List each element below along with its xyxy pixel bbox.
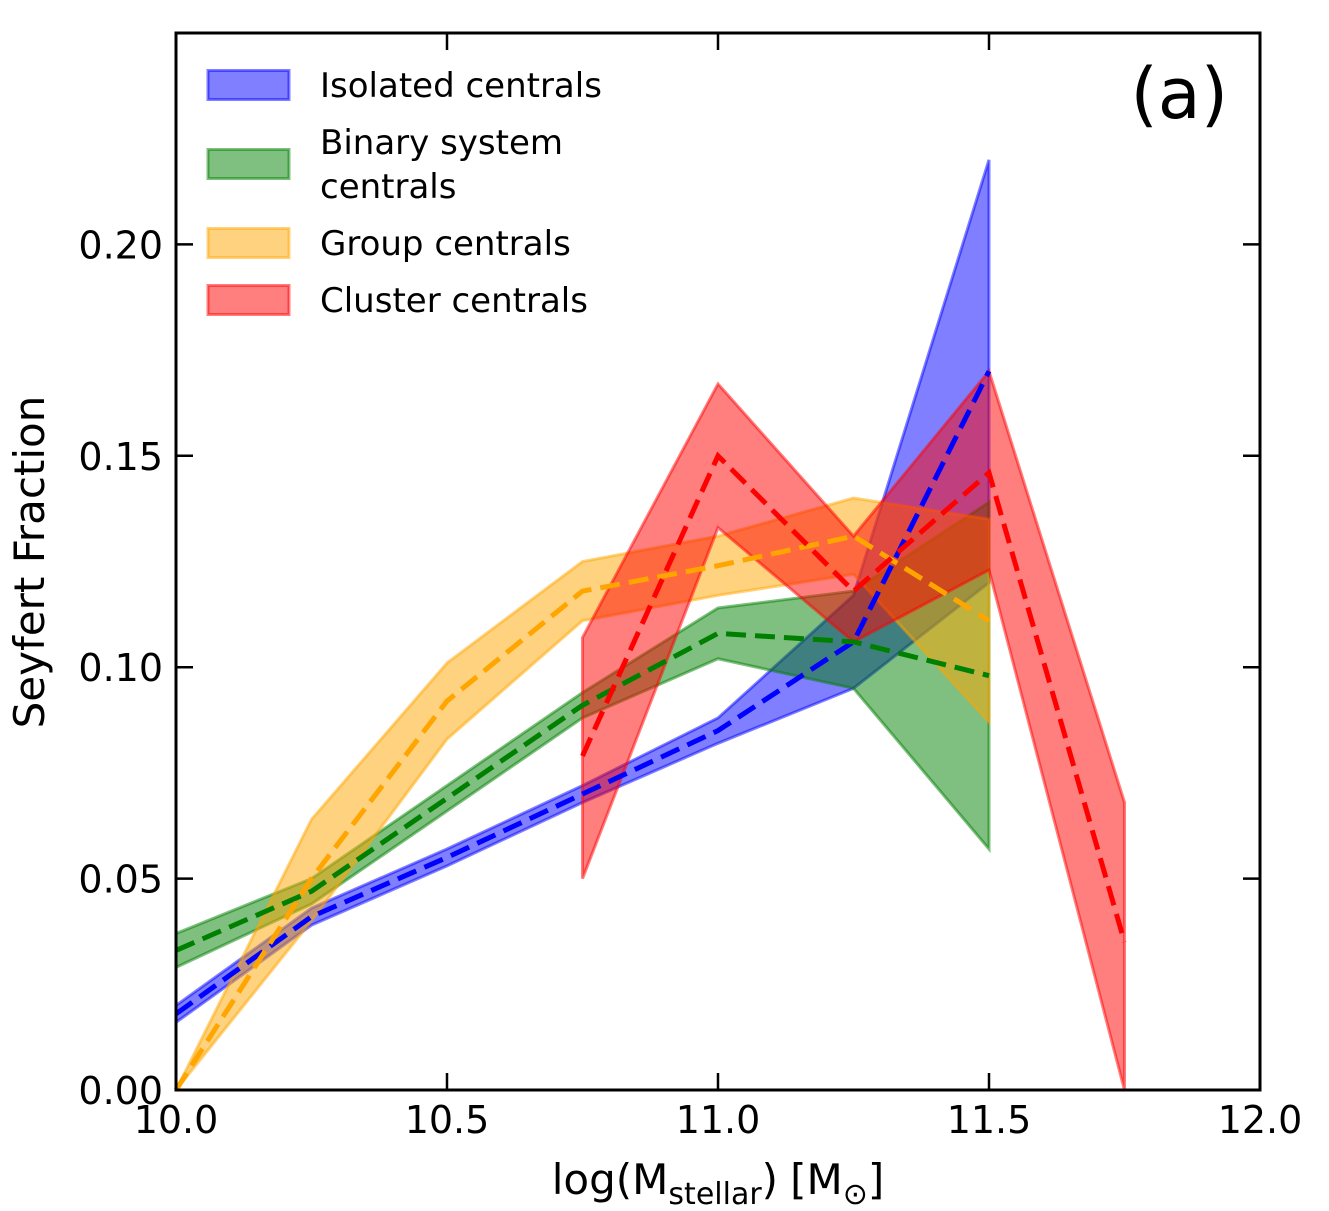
x-axis-label-unit-open: [M bbox=[790, 1155, 843, 1204]
y-tick-label: 0.10 bbox=[78, 646, 163, 690]
legend-swatch-isolated-centrals bbox=[206, 69, 291, 101]
x-axis-label: log(Mstellar) [M⊙] bbox=[552, 1155, 884, 1211]
y-tick-label: 0.20 bbox=[78, 223, 163, 267]
y-tick-label: 0.00 bbox=[78, 1069, 163, 1113]
y-tick-label: 0.05 bbox=[78, 858, 163, 902]
x-tick-label: 12.0 bbox=[1218, 1098, 1303, 1142]
binary-system-centrals-mean-line bbox=[174, 630, 990, 953]
legend-label-group-centrals: Group centrals bbox=[320, 224, 571, 264]
y-tick-label: 0.15 bbox=[78, 435, 163, 479]
legend-swatch-binary-system-centrals bbox=[206, 148, 291, 180]
legend-label-binary-system-centrals: centrals bbox=[320, 167, 456, 207]
isolated-centrals-mean-line bbox=[174, 370, 992, 1016]
binary-system-centrals-band bbox=[174, 499, 991, 970]
legend-label-isolated-centrals: Isolated centrals bbox=[320, 66, 602, 106]
panel-label: (a) bbox=[1130, 53, 1228, 135]
x-tick-label: 11.0 bbox=[676, 1098, 761, 1142]
cluster-centrals-mean-line bbox=[580, 451, 1127, 943]
mean-lines bbox=[173, 370, 1127, 1092]
x-tick-label: 10.5 bbox=[405, 1098, 490, 1142]
x-axis-label-unit-close: ] bbox=[868, 1155, 884, 1204]
x-tick-label: 10.0 bbox=[134, 1098, 219, 1142]
legend-label-cluster-centrals: Cluster centrals bbox=[320, 281, 588, 321]
x-axis-label-unit-sub: ⊙ bbox=[843, 1177, 868, 1211]
cluster-centrals-band bbox=[581, 368, 1126, 1091]
x-axis-label-close: ) bbox=[762, 1155, 778, 1204]
group-centrals-mean-line bbox=[173, 533, 991, 1092]
y-axis-label: Seyfert Fraction bbox=[5, 396, 54, 729]
legend-swatch-cluster-centrals bbox=[206, 284, 291, 316]
confidence-bands bbox=[174, 159, 1126, 1091]
x-tick-label: 11.5 bbox=[947, 1098, 1032, 1142]
x-axis-label-main: log(M bbox=[552, 1155, 669, 1204]
legend-label-binary-system-centrals: Binary system bbox=[320, 123, 563, 163]
axis-ticks: 10.0 10.5 11.0 11.5 12.0 0.00 0.05 0.10 0.15 0.20 bbox=[78, 33, 1302, 1142]
x-axis-label-sub: stellar bbox=[668, 1177, 762, 1211]
legend-swatch-group-centrals bbox=[206, 227, 291, 259]
